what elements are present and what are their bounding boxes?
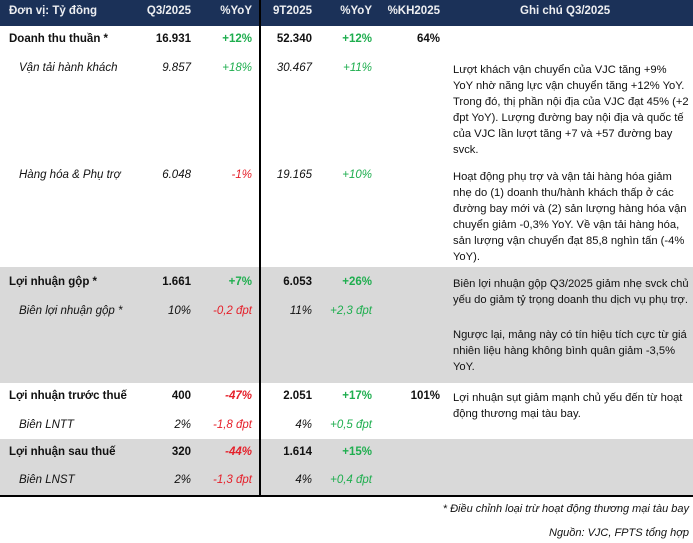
kh-value: 101% [410, 390, 440, 402]
row-label: Biên LNTT [19, 419, 74, 431]
yoy2-value: +15% [342, 446, 372, 458]
9t-value: 6.053 [283, 276, 312, 288]
note-gross-margin: Biên lợi nhuận gộp Q3/2025 giảm nhẹ svck… [453, 278, 689, 306]
yoy1-value: -47% [225, 390, 252, 402]
table-row: Biên LNST 2% -1,3 đpt 4% +0,4 đpt [0, 474, 693, 490]
yoy1-value: +12% [222, 33, 252, 45]
gross-profit-band [0, 267, 693, 383]
q3-value: 400 [171, 390, 191, 402]
kh-header: %KH2025 [387, 5, 440, 17]
yoy1-value: -0,2 đpt [213, 305, 252, 317]
yoy2-value: +17% [342, 390, 372, 402]
row-label: Lợi nhuận sau thuế [9, 446, 116, 458]
footnote: * Điều chỉnh loại trừ hoạt động thương m… [442, 503, 689, 515]
note-cargo: Hoạt động phụ trợ và vận tải hàng hóa gi… [453, 171, 687, 263]
q3-header: Q3/2025 [146, 5, 191, 17]
table-row: Lợi nhuận gộp * 1.661 +7% 6.053 +26% [0, 276, 693, 292]
net-profit-band [0, 439, 693, 495]
table-bottom-border [0, 495, 693, 497]
yoy1-value: +18% [222, 62, 252, 74]
9t-value: 11% [289, 305, 312, 317]
note-fuel: Ngược lại, mảng này có tín hiệu tích cực… [453, 329, 687, 373]
q3-value: 1.661 [162, 276, 191, 288]
9t-value: 19.165 [276, 169, 312, 181]
9t-value: 4% [295, 419, 312, 431]
yoy1-value: -1,3 đpt [213, 474, 252, 486]
q3-value: 2% [174, 419, 191, 431]
yoy1-value: -44% [225, 446, 252, 458]
note-header: Ghi chú Q3/2025 [520, 5, 611, 17]
yoy2-value: +2,3 đpt [330, 305, 372, 317]
note-passenger: Lượt khách vận chuyển của VJC tăng +9% Y… [453, 64, 689, 156]
q3-value: 10% [167, 305, 191, 317]
yoy2-value: +11% [343, 62, 372, 74]
table-row: Lợi nhuận trước thuế 400 -47% 2.051 +17% 101% [0, 390, 693, 406]
row-label: Vận tải hành khách [19, 62, 118, 74]
row-label: Biên lợi nhuận gộp * [19, 305, 123, 317]
note-pretax: Lợi nhuận sụt giảm mạnh chủ yếu đến từ h… [453, 392, 683, 420]
row-label: Biên LNST [19, 474, 75, 486]
yoy2-value: +10% [342, 169, 372, 181]
table-header: Đơn vị: Tỷ đồng Q3/2025 %YoY 9T2025 %YoY… [0, 0, 693, 26]
row-label: Lợi nhuận gộp * [9, 276, 98, 288]
q3-value: 16.931 [155, 33, 191, 45]
table-row: Biên LNTT 2% -1,8 đpt 4% +0,5 đpt [0, 419, 693, 435]
row-label: Doanh thu thuần * [9, 33, 109, 45]
9t-header: 9T2025 [272, 5, 312, 17]
yoy2-header: %YoY [340, 5, 372, 17]
table-row: Lợi nhuận sau thuế 320 -44% 1.614 +15% [0, 446, 693, 462]
kh-value: 64% [416, 33, 440, 45]
row-label: Lợi nhuận trước thuế [9, 390, 127, 402]
yoy2-value: +26% [342, 276, 372, 288]
table-row: Hàng hóa & Phụ trợ 6.048 -1% 19.165 +10% [0, 169, 693, 185]
column-divider [259, 0, 261, 496]
9t-value: 1.614 [283, 446, 312, 458]
yoy2-value: +0,5 đpt [330, 419, 372, 431]
table-row: Biên lợi nhuận gộp * 10% -0,2 đpt 11% +2,3 đ… [0, 305, 693, 321]
9t-value: 2.051 [283, 390, 312, 402]
yoy2-value: +12% [342, 33, 372, 45]
yoy1-value: -1% [231, 169, 252, 181]
yoy1-header: %YoY [220, 5, 252, 17]
unit-header: Đơn vị: Tỷ đồng [9, 5, 98, 17]
table-row: Doanh thu thuần * 16.931 +12% 52.340 +12% 64% [0, 33, 693, 49]
9t-value: 52.340 [276, 33, 312, 45]
table-row: Vận tải hành khách 9.857 +18% 30.467 +11% [0, 62, 693, 78]
q3-value: 320 [171, 446, 191, 458]
source: Nguồn: VJC, FPTS tổng hợp [549, 527, 689, 539]
q3-value: 6.048 [162, 169, 191, 181]
q3-value: 9.857 [162, 62, 191, 74]
row-label: Hàng hóa & Phụ trợ [19, 169, 121, 181]
q3-value: 2% [174, 474, 191, 486]
9t-value: 4% [295, 474, 312, 486]
yoy1-value: +7% [228, 276, 252, 288]
yoy1-value: -1,8 đpt [213, 419, 252, 431]
yoy2-value: +0,4 đpt [330, 474, 372, 486]
9t-value: 30.467 [276, 62, 312, 74]
